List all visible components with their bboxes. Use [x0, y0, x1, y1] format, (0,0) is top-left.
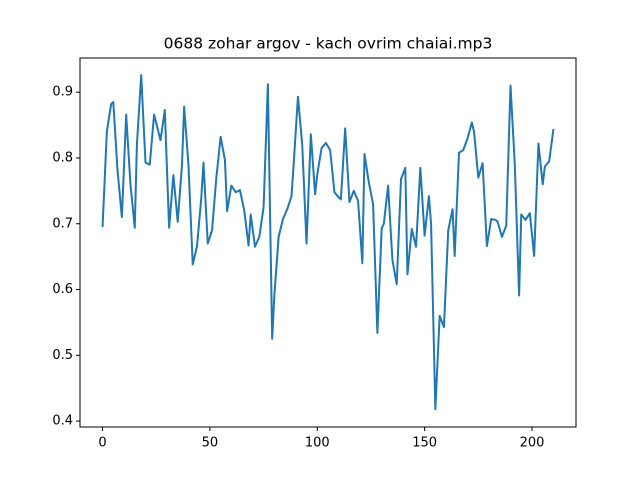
x-tick-label: 50 [202, 436, 219, 451]
y-tick-label: 0.6 [52, 282, 73, 297]
chart-title: 0688 zohar argov - kach ovrim chaiai.mp3 [164, 35, 493, 53]
y-tick-label: 0.7 [52, 216, 73, 231]
line [101, 74, 555, 411]
x-tick-label: 150 [412, 436, 437, 451]
x-tick-label: 100 [305, 436, 330, 451]
x-tick-label: 200 [520, 436, 545, 451]
y-tick-label: 0.5 [52, 348, 73, 363]
plot-frame [79, 57, 577, 428]
y-tick-label: 0.4 [52, 414, 73, 429]
x-tick-label: 0 [98, 436, 106, 451]
y-tick-label: 0.8 [52, 150, 73, 165]
y-tick-label: 0.9 [52, 85, 73, 100]
